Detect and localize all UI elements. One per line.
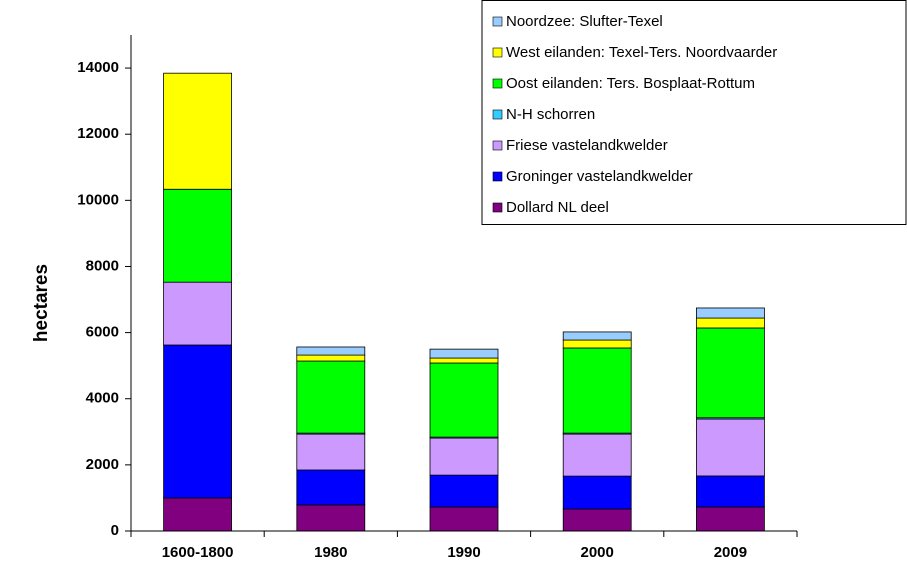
- x-tick-label: 2009: [714, 544, 747, 561]
- bar-segment: [296, 346, 366, 356]
- legend-swatch: [492, 47, 503, 58]
- legend-swatch: [492, 140, 503, 151]
- bar-segment: [296, 504, 366, 532]
- bar-segment: [163, 497, 233, 532]
- bar-segment: [163, 72, 233, 190]
- bar-segment: [562, 475, 632, 510]
- y-tick-label: 12000: [77, 125, 119, 142]
- y-tick-label: 4000: [86, 390, 119, 407]
- legend-swatch: [492, 109, 503, 120]
- legend-swatch: [492, 16, 503, 27]
- bar-segment: [696, 317, 765, 329]
- legend-swatch: [492, 202, 503, 213]
- y-tick-label: 0: [111, 522, 119, 539]
- bar-segment: [429, 474, 499, 508]
- bar-segment: [429, 437, 499, 476]
- x-tick-label: 1980: [314, 544, 347, 561]
- bar-segment: [163, 188, 233, 283]
- legend-box: [481, 0, 907, 225]
- bar-segment: [562, 508, 632, 532]
- legend-label: Noordzee: Slufter-Texel: [506, 13, 663, 30]
- legend-swatch: [492, 171, 503, 182]
- bar-segment: [696, 307, 765, 319]
- y-tick-label: 6000: [86, 324, 119, 341]
- bar-segment: [696, 327, 765, 419]
- x-tick-label: 1600-1800: [162, 544, 234, 561]
- legend-label: Dollard NL deel: [506, 199, 609, 216]
- bar-segment: [562, 339, 632, 349]
- legend-label: Friese vastelandkwelder: [506, 137, 668, 154]
- bar-segment: [562, 331, 632, 341]
- bar-segment: [296, 469, 366, 506]
- legend-label: Groninger vastelandkwelder: [506, 168, 693, 185]
- legend-swatch: [492, 78, 503, 89]
- y-tick-label: 14000: [77, 59, 119, 76]
- legend-label: Oost eilanden: Ters. Bosplaat-Rottum: [506, 75, 755, 92]
- x-tick-label: 1990: [447, 544, 480, 561]
- y-tick-label: 2000: [86, 456, 119, 473]
- y-tick-label: 10000: [77, 191, 119, 208]
- bar-segment: [696, 475, 765, 508]
- bar-segment: [163, 281, 233, 346]
- bar-segment: [429, 506, 499, 532]
- bar-segment: [562, 433, 632, 477]
- bar-segment: [429, 362, 499, 438]
- bar-segment: [296, 433, 366, 471]
- bar-segment: [696, 506, 765, 532]
- bar-segment: [296, 360, 366, 434]
- bar-segment: [296, 354, 366, 362]
- legend-label: West eilanden: Texel-Ters. Noordvaarder: [506, 44, 777, 61]
- bar-segment: [696, 418, 765, 477]
- y-axis-title: hectares: [31, 264, 52, 342]
- bar-segment: [562, 347, 632, 434]
- bar-segment: [429, 357, 499, 364]
- x-tick-label: 2000: [581, 544, 614, 561]
- bar-segment: [429, 348, 499, 359]
- y-tick-label: 8000: [86, 257, 119, 274]
- legend-label: N-H schorren: [506, 106, 595, 123]
- bar-segment: [163, 344, 233, 499]
